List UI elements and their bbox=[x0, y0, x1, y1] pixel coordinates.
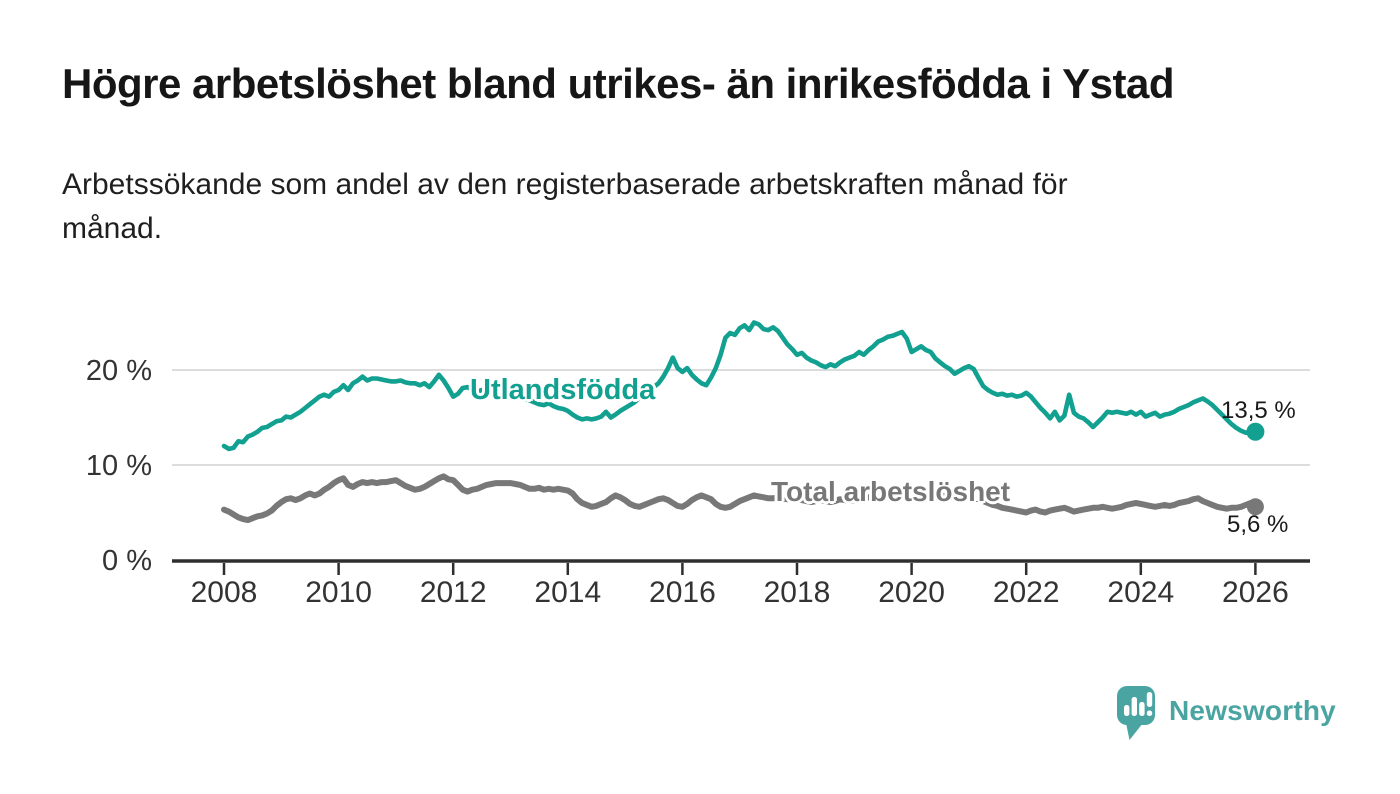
x-tick-label-2012: 2012 bbox=[420, 576, 487, 609]
end-value-label-utlandsfodda: 13,5 % bbox=[1221, 397, 1296, 424]
x-tick-label-2008: 2008 bbox=[191, 576, 258, 609]
x-tick-label-2020: 2020 bbox=[878, 576, 945, 609]
series-label-utlandsfodda: Utlandsfödda bbox=[470, 374, 656, 406]
y-tick-label-20: 20 % bbox=[86, 355, 152, 387]
subtitle-line-2: månad. bbox=[62, 211, 163, 245]
newsworthy-logo: Newsworthy bbox=[1117, 686, 1336, 742]
x-tick-label-2016: 2016 bbox=[649, 576, 716, 609]
x-tick-label-2026: 2026 bbox=[1222, 576, 1289, 609]
x-tick-label-2014: 2014 bbox=[534, 576, 601, 609]
x-tick-label-2024: 2024 bbox=[1107, 576, 1174, 609]
newsworthy-logo-text: Newsworthy bbox=[1169, 695, 1336, 726]
page-title: Högre arbetslöshet bland utrikes- än inr… bbox=[62, 60, 1175, 107]
y-tick-label-0: 0 % bbox=[102, 545, 152, 577]
subtitle-line-1: Arbetssökande som andel av den registerb… bbox=[62, 168, 1068, 201]
series-line-utlandsfodda bbox=[221, 320, 1258, 452]
end-dot-total bbox=[1246, 498, 1264, 516]
x-tick-label-2010: 2010 bbox=[305, 576, 372, 609]
chart-subtitle: Arbetssökande som andel av den registerb… bbox=[62, 163, 1302, 250]
series-label-total-arbetsloshet: Total arbetslöshet bbox=[771, 476, 1011, 507]
end-dot-utlandsfodda bbox=[1246, 422, 1265, 441]
x-tick-label-2022: 2022 bbox=[993, 576, 1060, 609]
x-tick-label-2018: 2018 bbox=[764, 576, 831, 609]
end-value-label-total: 5,6 % bbox=[1227, 511, 1289, 538]
y-tick-label-10: 10 % bbox=[86, 450, 152, 482]
series-line-total bbox=[221, 473, 1259, 524]
newsworthy-logo-icon bbox=[1117, 686, 1155, 740]
